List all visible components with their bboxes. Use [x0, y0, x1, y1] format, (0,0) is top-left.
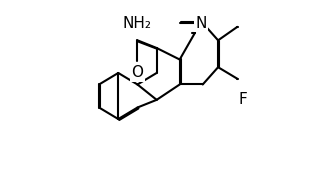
Text: O: O — [132, 65, 143, 80]
Text: N: N — [195, 16, 206, 31]
Text: NH₂: NH₂ — [123, 16, 152, 31]
Text: F: F — [239, 92, 247, 107]
